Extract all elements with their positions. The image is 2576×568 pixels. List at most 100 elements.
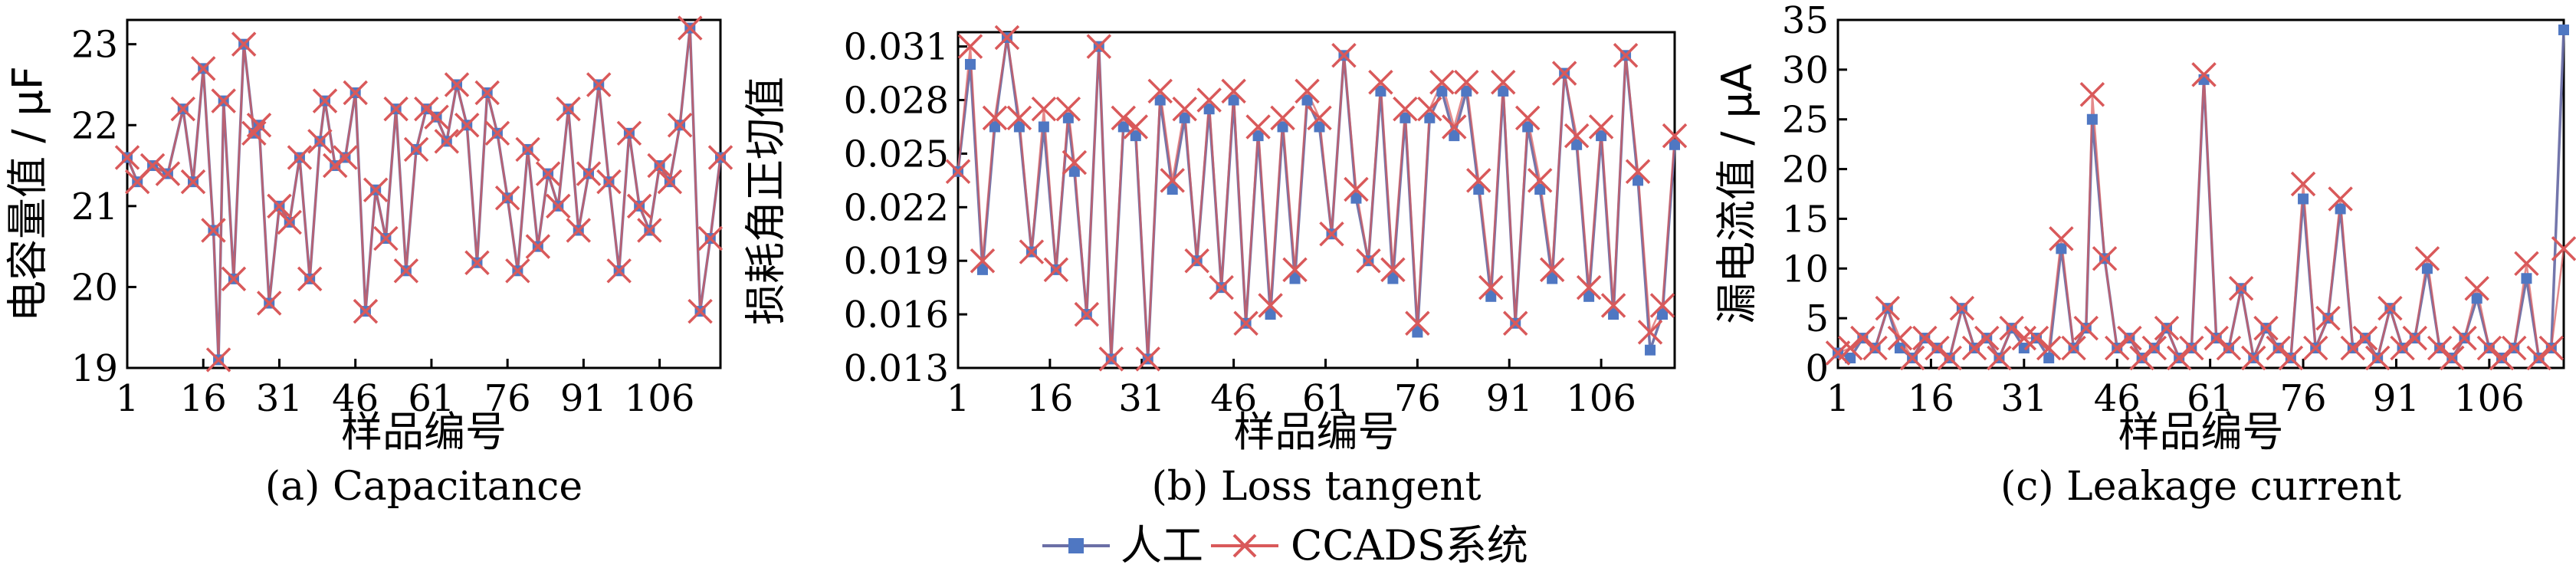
manual-data-point: [1154, 94, 1166, 106]
system-data-point: [1062, 149, 1088, 176]
system-data-point: [1380, 257, 1406, 283]
x-axis-label: 样品编号: [2118, 408, 2284, 456]
legend-system-label: CCADS系统: [1291, 521, 1528, 568]
y-tick-label: 0.019: [844, 240, 949, 283]
manual-data-point: [1203, 103, 1215, 115]
system-data-point: [1111, 105, 1137, 131]
system-data-point: [707, 145, 733, 170]
system-data-point: [1625, 159, 1651, 184]
system-data-point: [333, 145, 358, 170]
system-data-point: [170, 96, 196, 122]
system-data-point: [464, 250, 490, 275]
system-data-point: [256, 291, 282, 316]
system-data-point: [231, 31, 257, 57]
system-data-point: [1031, 96, 1057, 122]
system-data-point: [1245, 114, 1271, 140]
system-data-point: [1393, 96, 1418, 122]
system-data-point: [1006, 105, 1032, 131]
manual-data-point: [2018, 343, 2030, 354]
y-tick-label: 20: [1782, 149, 1829, 192]
system-data-point: [1442, 114, 1467, 140]
manual-data-point: [1583, 291, 1595, 302]
system-data-point: [2023, 325, 2049, 351]
system-data-point: [2179, 335, 2204, 361]
system-data-point: [2266, 335, 2291, 361]
system-data-point: [1368, 69, 1393, 95]
manual-data-point: [1167, 184, 1178, 195]
system-data-point: [1613, 43, 1639, 68]
y-tick-label: 0.013: [844, 347, 949, 390]
manual-data-point: [1375, 85, 1386, 97]
system-data-point: [2092, 246, 2118, 271]
system-data-point: [1295, 78, 1320, 104]
system-data-point: [190, 56, 216, 81]
system-data-point: [1258, 293, 1283, 318]
x-tick-label: 46: [2094, 377, 2141, 420]
system-data-point: [2154, 315, 2180, 341]
manual-data-point: [1657, 309, 1669, 320]
system-data-point: [1862, 335, 1888, 361]
x-tick-label: 91: [560, 377, 607, 420]
system-data-point: [1209, 274, 1234, 300]
system-data-point: [626, 193, 652, 219]
y-tick-label: 25: [1782, 99, 1829, 142]
system-data-point: [424, 104, 449, 130]
y-axis-label: 损耗角正切值: [742, 77, 790, 325]
manual-data-point: [1013, 121, 1025, 133]
y-tick-label: 10: [1782, 248, 1829, 291]
manual-data-point: [2043, 353, 2055, 364]
y-tick-label: 23: [71, 24, 118, 67]
system-data-point: [155, 161, 181, 186]
system-data-point: [1043, 257, 1069, 283]
system-data-point: [2427, 335, 2453, 361]
y-tick-label: 0: [1805, 347, 1829, 390]
system-data-point: [1319, 222, 1344, 247]
system-data-point: [1949, 295, 1975, 321]
system-data-point: [2216, 335, 2242, 361]
system-data-point: [1019, 239, 1045, 264]
y-tick-label: 21: [71, 186, 118, 228]
system-data-point: [667, 113, 693, 138]
system-data-point: [1074, 301, 1100, 327]
y-tick-label: 20: [71, 266, 118, 309]
system-data-point: [139, 153, 166, 179]
system-data-point: [1466, 168, 1491, 193]
manual-data-point: [1277, 121, 1288, 133]
manual-data-point: [1400, 112, 1411, 123]
system-data-point: [2079, 82, 2105, 107]
y-tick-label: 0.016: [844, 294, 949, 337]
manual-data-point: [1038, 121, 1049, 133]
system-data-point: [1307, 105, 1332, 131]
y-axis-label: 电容量值 / μF: [4, 66, 52, 322]
manual-data-point: [2056, 243, 2067, 254]
manual-data-point: [1473, 184, 1485, 195]
system-data-point: [1405, 310, 1430, 336]
system-data-point: [1514, 105, 1541, 131]
system-data-point: [1160, 168, 1185, 193]
system-data-point: [1649, 293, 1675, 318]
system-data-point: [994, 25, 1020, 51]
system-data-point: [267, 193, 292, 219]
system-data-point: [2502, 335, 2527, 361]
system-data-point: [982, 105, 1008, 131]
manual-data-point: [1068, 166, 1080, 177]
system-data-point: [414, 96, 439, 122]
system-data-point: [525, 234, 551, 259]
axes-frame: [1836, 18, 2565, 369]
system-data-point: [2117, 325, 2142, 351]
system-data-point: [1875, 295, 1900, 321]
system-data-point: [1196, 87, 1222, 113]
system-data-point: [1551, 61, 1577, 86]
x-tick-label: 16: [1026, 377, 1073, 420]
legend-manual-marker: [1068, 538, 1084, 553]
system-data-point: [657, 169, 683, 195]
manual-data-point: [964, 58, 976, 70]
manual-data-point: [1130, 130, 1141, 142]
system-data-point: [1564, 123, 1590, 149]
system-data-point: [2551, 236, 2576, 261]
system-data-point: [241, 120, 267, 146]
system-data-point: [1527, 168, 1553, 193]
manual-data-point: [1547, 273, 1558, 284]
system-data-point: [114, 145, 140, 170]
manual-data-point: [2558, 24, 2569, 35]
